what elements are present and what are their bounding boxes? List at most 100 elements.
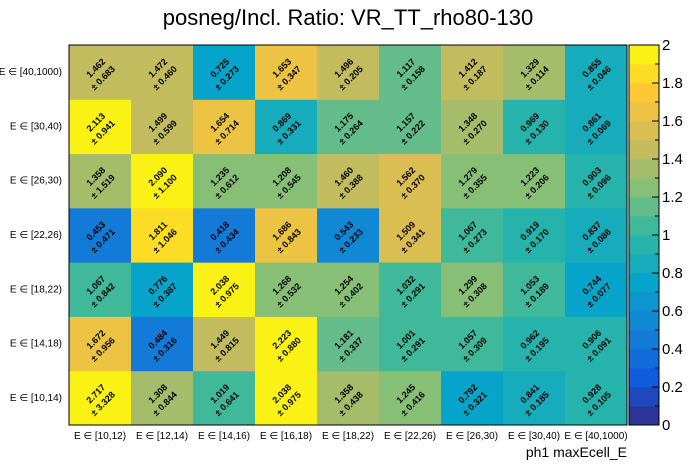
heatmap-cell [441,99,504,155]
heatmap-cell [565,153,628,209]
x-tick-label: E ∈ [26,30) [446,431,498,442]
heatmap-cell [317,99,380,155]
heatmap-cell [131,316,194,372]
palette-band [629,64,659,84]
heatmap-cell [441,207,504,263]
x-tick-label: E ∈ [10,12) [74,431,126,442]
heatmap-cell [69,262,132,317]
palette-tick-label: 2 [662,37,670,54]
heatmap-cell [503,99,566,155]
palette-band [629,102,659,122]
chart-title: posneg/Incl. Ratio: VR_TT_rho80-130 [163,5,534,30]
heatmap-cell [379,153,442,209]
heatmap-cell [317,153,380,209]
heatmap-cell [131,262,194,317]
palette-band [629,121,659,141]
heatmap-cell [193,370,256,426]
heatmap-cell [565,370,628,426]
palette-band [629,368,659,388]
heatmap-cell [69,45,132,100]
x-tick-label: E ∈ [16,18) [260,431,312,442]
y-tick-label: E ∈ [22,26) [10,230,62,241]
x-tick-label: E ∈ [14,16) [198,431,250,442]
heatmap-cell [379,262,442,317]
heatmap-cell [503,370,566,426]
palette-tick-label: 1.6 [662,113,683,130]
palette-band [629,273,659,293]
palette-band [629,140,659,160]
palette-band [629,387,659,407]
heatmap-cell [503,262,566,317]
y-tick-label: E ∈ [26,30) [10,176,62,187]
heatmap-cell [193,99,256,155]
heatmap-cell [503,207,566,263]
palette-tick-label: 0.2 [662,379,683,396]
heatmap-cell [193,153,256,209]
heatmap-cell [317,370,380,426]
heatmap-cell [503,153,566,209]
palette-tick-label: 1 [662,227,670,244]
heatmap-cells [69,45,628,426]
heatmap-cell [193,262,256,317]
heatmap-cell [255,153,318,209]
heatmap-cell [255,316,318,372]
heatmap-cell [565,207,628,263]
palette-tick-label: 0.6 [662,303,683,320]
palette-tick-label: 0.8 [662,265,683,282]
x-axis-title: ph1 maxEcell_E [526,444,627,460]
heatmap-cell [131,207,194,263]
y-tick-label: E ∈ [40,1000) [0,67,62,78]
heatmap-cell [379,45,442,100]
heatmap-cell [565,99,628,155]
heatmap-cell [131,153,194,209]
heatmap-cell [565,45,628,100]
palette-tick-label: 0 [662,417,670,434]
heatmap-cell [379,316,442,372]
heatmap-cell [131,45,194,100]
plot-frame [68,44,628,426]
y-tick-label: E ∈ [18,22) [10,284,62,295]
heatmap-cell [379,370,442,426]
palette-tick-labels: 0 0.2 0.4 0.6 0.8 1 1.2 1.4 1.6 1.8 2 [652,37,683,434]
x-tick-label: E ∈ [40,1000) [564,431,627,442]
heatmap-cell [69,370,132,426]
heatmap-cell [503,45,566,100]
x-tick-labels: E ∈ [10,12) E ∈ [12,14) E ∈ [14,16) E ∈ [16… [74,431,628,442]
palette-tick-label: 0.4 [662,341,683,358]
heatmap-cell [131,370,194,426]
heatmap-cell [69,316,132,372]
palette-band [629,311,659,331]
heatmap-cell [441,316,504,372]
palette-band [629,197,659,217]
palette-band [629,235,659,255]
palette-tick-label: 1.8 [662,75,683,92]
heatmap-cell [255,45,318,100]
heatmap-cell [441,262,504,317]
heatmap-cell [255,207,318,263]
color-palette [628,44,660,426]
palette-band [629,45,659,65]
palette-tick-label: 1.2 [662,189,683,206]
palette-tick-label: 1.4 [662,151,683,168]
heatmap-cell [317,207,380,263]
palette-band [629,83,659,103]
heatmap-cell [255,99,318,155]
heatmap-cell [193,207,256,263]
heatmap-cell [565,316,628,372]
heatmap-cell [255,262,318,317]
heatmap-cell [317,45,380,100]
y-tick-label: E ∈ [30,40) [10,121,62,132]
x-tick-label: E ∈ [18,22) [322,431,374,442]
heatmap-cell [317,316,380,372]
heatmap-cell [69,207,132,263]
heatmap-cell [503,316,566,372]
palette-band [629,178,659,198]
heatmap-cell [379,207,442,263]
heatmap-cell [379,99,442,155]
heatmap-cell [441,45,504,100]
heatmap-cell [69,153,132,209]
palette-band [629,349,659,369]
heatmap-cell [193,316,256,372]
x-tick-label: E ∈ [30,40) [508,431,560,442]
